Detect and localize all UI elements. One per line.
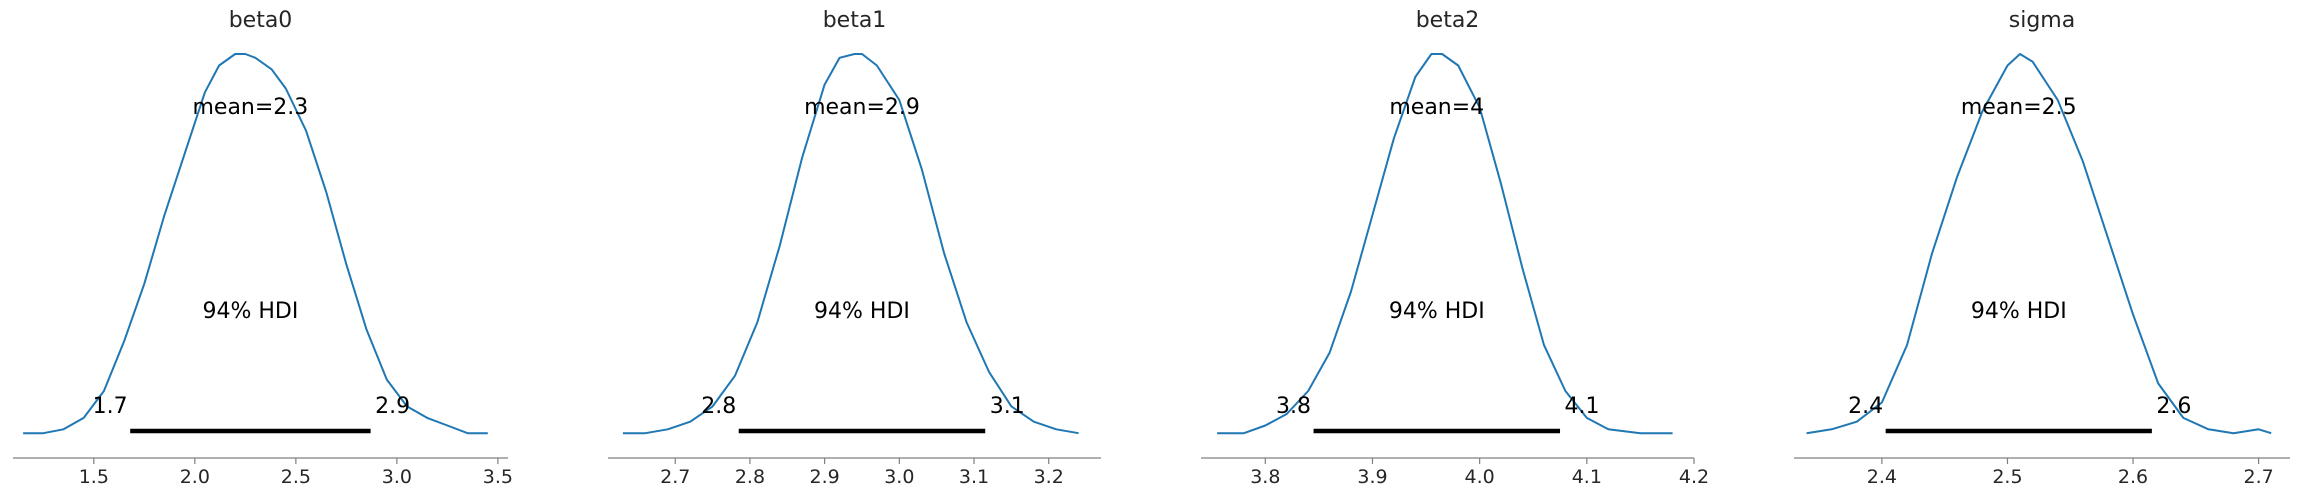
x-tick-label: 3.2 [1034, 466, 1064, 488]
x-tick-label: 4.0 [1465, 466, 1495, 488]
hdi-label: 94% HDI [1971, 299, 2067, 324]
mean-label: mean=2.9 [804, 95, 920, 120]
hdi-high-label: 2.6 [2156, 394, 2191, 419]
hdi-label: 94% HDI [202, 299, 298, 324]
x-tick-label: 2.7 [2243, 466, 2273, 488]
x-tick-label: 2.5 [281, 466, 311, 488]
hdi-low-label: 2.4 [1848, 394, 1883, 419]
kde-curve [1806, 53, 2272, 435]
kde-curve [1217, 53, 1673, 435]
kde-curve [23, 53, 488, 435]
x-tick-label: 3.9 [1357, 466, 1387, 488]
x-tick-label: 3.8 [1250, 466, 1280, 488]
kde-curve [622, 53, 1079, 435]
x-tick-label: 3.0 [382, 466, 412, 488]
panel-title: beta2 [1416, 8, 1480, 33]
x-tick-label: 4.1 [1572, 466, 1602, 488]
mean-label: mean=2.3 [192, 95, 308, 120]
hdi-label: 94% HDI [1389, 299, 1485, 324]
x-tick-label: 2.4 [1867, 466, 1897, 488]
panel-title: beta1 [823, 8, 887, 33]
x-tick-label: 2.8 [735, 466, 765, 488]
x-tick-label: 3.5 [483, 466, 513, 488]
mean-label: mean=4 [1389, 95, 1484, 120]
panel-title: sigma [2009, 8, 2075, 33]
x-tick-label: 2.0 [180, 466, 210, 488]
hdi-high-label: 3.1 [990, 394, 1025, 419]
hdi-low-label: 2.8 [701, 394, 736, 419]
hdi-high-label: 4.1 [1565, 394, 1600, 419]
x-tick-label: 2.6 [2118, 466, 2148, 488]
hdi-label: 94% HDI [814, 299, 910, 324]
mean-label: mean=2.5 [1961, 95, 2077, 120]
x-tick-label: 3.0 [884, 466, 914, 488]
x-tick-label: 4.2 [1679, 466, 1709, 488]
hdi-high-label: 2.9 [375, 394, 410, 419]
hdi-low-label: 3.8 [1276, 394, 1311, 419]
x-tick-label: 1.5 [79, 466, 109, 488]
x-tick-label: 2.7 [660, 466, 690, 488]
x-tick-label: 3.1 [959, 466, 989, 488]
x-tick-label: 2.9 [810, 466, 840, 488]
x-tick-label: 2.5 [1992, 466, 2022, 488]
panel-title: beta0 [229, 8, 293, 33]
hdi-low-label: 1.7 [93, 394, 128, 419]
